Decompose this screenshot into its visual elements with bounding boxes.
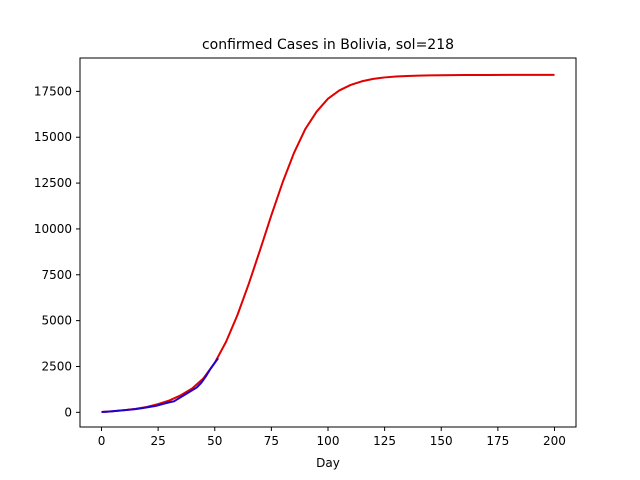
x-tick-label: 200 [543,434,566,448]
x-tick-label: 100 [317,434,340,448]
x-axis-label: Day [316,456,340,470]
x-tick-label: 125 [373,434,396,448]
x-tick-label: 50 [207,434,222,448]
y-tick-label: 0 [64,405,72,419]
series-line-1 [101,73,555,413]
x-tick-label: 175 [486,434,509,448]
y-tick-label: 17500 [34,84,72,98]
y-tick-label: 15000 [34,130,72,144]
x-tick-label: 0 [98,434,106,448]
x-tick-label: 25 [150,434,165,448]
x-tick-label: 75 [264,434,279,448]
plot-frame [79,57,577,428]
y-tick-label: 2500 [41,359,72,373]
y-tick-label: 12500 [34,176,72,190]
series-line-2 [101,357,219,413]
y-tick-label: 7500 [41,268,72,282]
series-layer [101,73,555,413]
y-tick-label: 5000 [41,314,72,328]
chart-title: confirmed Cases in Bolivia, sol=218 [202,37,454,53]
x-axis: 0 25 50 75 100 125 150 175 200 [98,427,566,448]
x-tick-label: 150 [430,434,453,448]
y-axis: 0 2500 5000 7500 10000 12500 15000 17500 [34,84,80,419]
y-tick-label: 10000 [34,222,72,236]
